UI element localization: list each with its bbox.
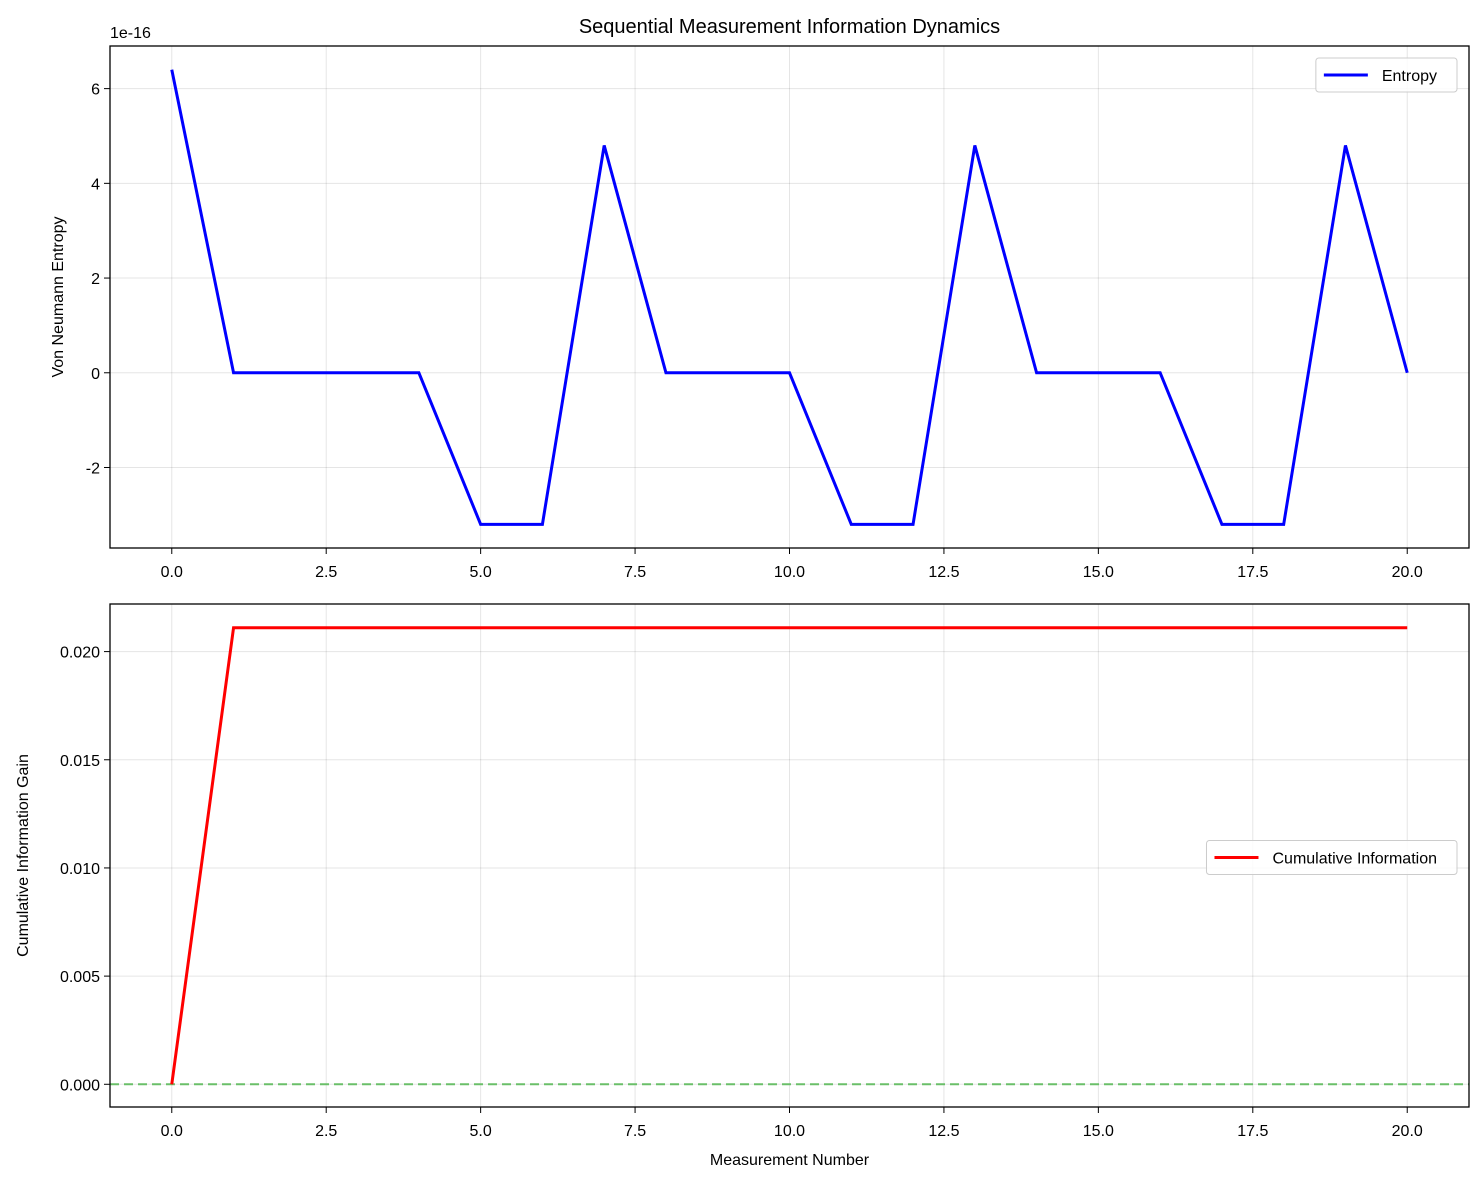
y-tick-label: 0 bbox=[91, 366, 100, 383]
x-tick-label: 17.5 bbox=[1237, 1123, 1268, 1140]
series-line bbox=[170, 626, 1408, 1085]
x-tick-label: 15.0 bbox=[1083, 1123, 1114, 1140]
y-tick-label: 0.010 bbox=[60, 861, 100, 878]
cumulative-panel: 0.0 2.5 5.0 7.5 10.0 12.5 15.0 17.5 20.0 0.0000.… bbox=[15, 603, 1470, 1169]
legend-label-entropy: Entropy bbox=[1382, 68, 1437, 85]
series-line bbox=[170, 69, 1409, 526]
legend-box bbox=[1315, 57, 1458, 93]
x-tick-label: 2.5 bbox=[315, 1123, 337, 1140]
y-tick-label: 0.020 bbox=[60, 645, 100, 662]
y-tick-label: 2 bbox=[91, 271, 100, 288]
y-tick-label: 0.000 bbox=[60, 1077, 100, 1094]
x-tick-label: 12.5 bbox=[928, 564, 959, 581]
x-tick-label: 15.0 bbox=[1083, 564, 1114, 581]
cumulative-y-axis-label: Cumulative Information Gain bbox=[15, 754, 32, 957]
cumulative-y-ticks: 0.000 0.005 0.010 0.015 0.020 bbox=[60, 645, 110, 1094]
cumulative-x-ticks: 0.0 2.5 5.0 7.5 10.0 12.5 15.0 17.5 20.0 bbox=[161, 1107, 1423, 1140]
x-tick-label: 7.5 bbox=[624, 564, 646, 581]
entropy-legend: Entropy bbox=[1315, 57, 1458, 93]
legend-box bbox=[1205, 840, 1458, 875]
chart-title: Sequential Measurement Information Dynam… bbox=[579, 16, 1000, 38]
entropy-x-ticks: 0.0 2.5 5.0 7.5 10.0 12.5 15.0 17.5 20.0 bbox=[161, 548, 1423, 581]
x-tick-label: 17.5 bbox=[1237, 564, 1268, 581]
y-offset-label: 1e-16 bbox=[110, 25, 151, 42]
entropy-y-ticks: -2 0 2 4 6 bbox=[86, 82, 110, 477]
legend-label-cumulative: Cumulative Information bbox=[1272, 851, 1437, 868]
x-tick-label: 20.0 bbox=[1392, 564, 1423, 581]
cumulative-series-layer bbox=[170, 626, 1408, 1085]
x-axis-label: Measurement Number bbox=[710, 1152, 870, 1169]
x-tick-label: 20.0 bbox=[1392, 1123, 1423, 1140]
y-tick-label: 0.015 bbox=[60, 753, 100, 770]
y-tick-label: -2 bbox=[86, 460, 100, 477]
x-tick-label: 12.5 bbox=[928, 1123, 959, 1140]
x-tick-label: 7.5 bbox=[624, 1123, 646, 1140]
x-tick-label: 5.0 bbox=[470, 1123, 492, 1140]
x-tick-label: 2.5 bbox=[315, 564, 337, 581]
x-tick-label: 5.0 bbox=[470, 564, 492, 581]
cumulative-legend: Cumulative Information bbox=[1205, 840, 1458, 875]
x-tick-label: 0.0 bbox=[161, 564, 183, 581]
x-tick-label: 10.0 bbox=[774, 564, 805, 581]
entropy-y-axis-label: Von Neumann Entropy bbox=[50, 217, 67, 378]
y-tick-label: 6 bbox=[91, 82, 100, 99]
x-tick-label: 0.0 bbox=[161, 1123, 183, 1140]
x-tick-label: 10.0 bbox=[774, 1123, 805, 1140]
y-tick-label: 4 bbox=[91, 176, 100, 193]
entropy-panel: 0.0 2.5 5.0 7.5 10.0 12.5 15.0 17.5 20.0 -20246 … bbox=[50, 16, 1470, 581]
entropy-series-layer bbox=[170, 69, 1409, 526]
y-tick-label: 0.005 bbox=[60, 969, 100, 986]
